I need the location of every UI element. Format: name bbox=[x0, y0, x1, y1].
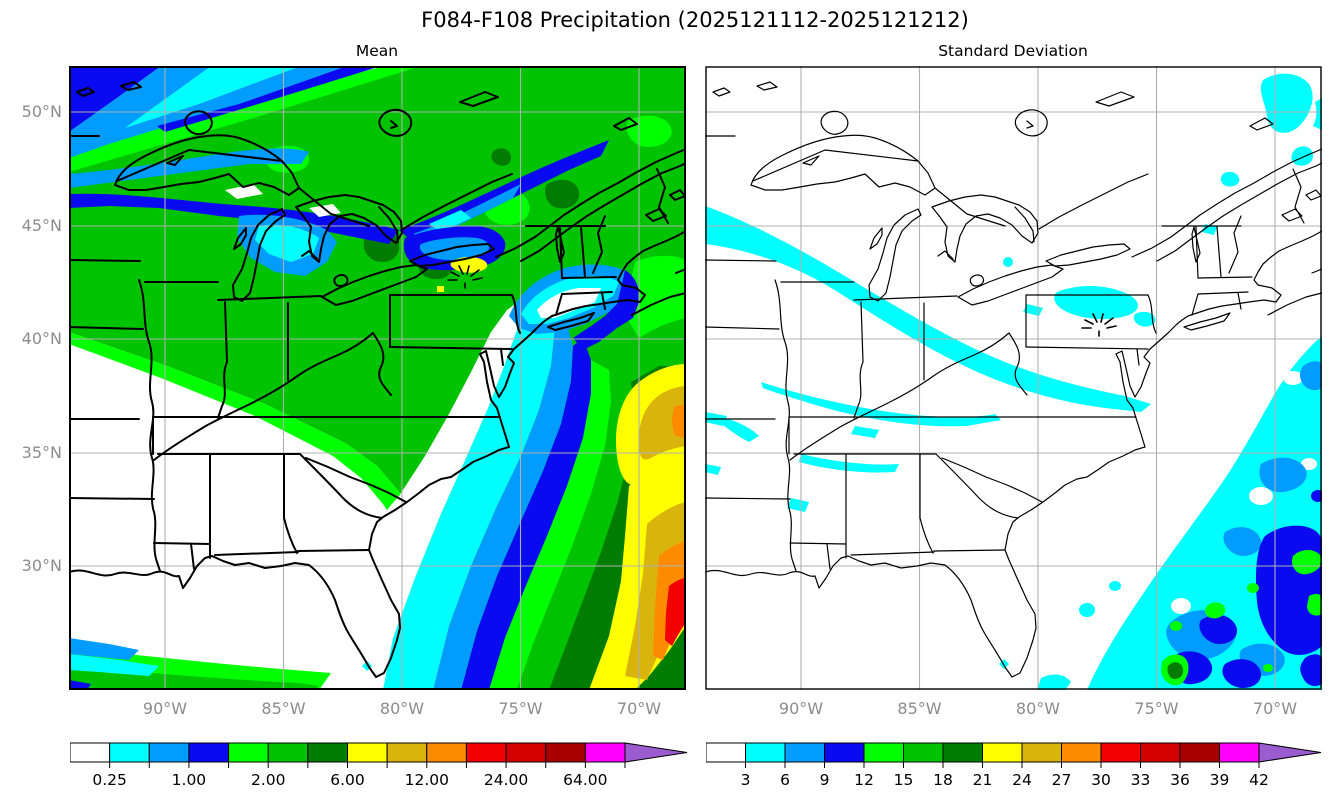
lat-tick-label: 40°N bbox=[21, 329, 62, 348]
lat-tick-label: 30°N bbox=[21, 556, 62, 575]
colorbar-tick-label: 6.00 bbox=[330, 771, 365, 789]
lon-tick-label: 80°W bbox=[1015, 699, 1061, 718]
colorbar-segment bbox=[505, 742, 547, 763]
colorbar-tick-label: 15 bbox=[894, 771, 914, 789]
lon-tick-label: 75°W bbox=[498, 699, 543, 718]
contour-starburst bbox=[1081, 313, 1117, 337]
lon-tick-label: 70°W bbox=[1252, 699, 1298, 718]
colorbar-overflow-arrow bbox=[1258, 742, 1322, 763]
lat-tick-label: 35°N bbox=[21, 443, 62, 462]
colorbar-segment bbox=[903, 742, 944, 763]
colorbar-segment bbox=[1179, 742, 1220, 763]
stddev-map bbox=[705, 66, 1322, 690]
colorbar-segment bbox=[465, 742, 507, 763]
colorbar-segment bbox=[1100, 742, 1141, 763]
colorbar-segment bbox=[863, 742, 904, 763]
stddev-map-frame bbox=[705, 66, 1322, 690]
colorbar-tick-label: 3 bbox=[741, 771, 751, 789]
colorbar-tick-label: 21 bbox=[973, 771, 993, 789]
colorbar-segment bbox=[188, 742, 230, 763]
colorbar-segment bbox=[1140, 742, 1181, 763]
colorbar-tick-label: 39 bbox=[1210, 771, 1230, 789]
stddev-fill-layer bbox=[705, 73, 1322, 690]
colorbar-segment bbox=[148, 742, 190, 763]
lon-tick-label: 90°W bbox=[778, 699, 824, 718]
colorbar-tick-label: 24.00 bbox=[484, 771, 528, 789]
colorbar-tick-label: 42 bbox=[1249, 771, 1269, 789]
colorbar-segment bbox=[307, 742, 349, 763]
colorbar-tick-label: 27 bbox=[1052, 771, 1072, 789]
colorbar-segment bbox=[706, 742, 746, 763]
colorbar-segment bbox=[982, 742, 1023, 763]
lon-tick-label: 80°W bbox=[379, 699, 425, 718]
colorbar-tick-label: 12.00 bbox=[405, 771, 449, 789]
colorbar-segment bbox=[386, 742, 428, 763]
panel-title-mean: Mean bbox=[355, 42, 399, 60]
colorbar-segment bbox=[228, 742, 269, 763]
lon-tick-label: 75°W bbox=[1134, 699, 1179, 718]
colorbar-segment bbox=[1061, 742, 1102, 763]
colorbar-tick-label: 0.25 bbox=[92, 771, 127, 789]
colorbar-segment bbox=[942, 742, 983, 763]
colorbar-tick-label: 30 bbox=[1091, 771, 1111, 789]
lon-tick-label: 85°W bbox=[261, 699, 306, 718]
colorbar-tick-label: 9 bbox=[820, 771, 830, 789]
colorbar-tick-label: 2.00 bbox=[251, 771, 286, 789]
colorbar-tick-label: 24 bbox=[1012, 771, 1032, 789]
colorbar-tick-label: 33 bbox=[1131, 771, 1151, 789]
panel-title-stddev: Standard Deviation bbox=[938, 42, 1088, 60]
colorbar-segment bbox=[745, 742, 786, 763]
colorbar-overflow-arrow bbox=[624, 742, 688, 763]
colorbar-tick-label: 36 bbox=[1170, 771, 1190, 789]
colorbar-tick-label: 1.00 bbox=[172, 771, 207, 789]
colorbar-segment bbox=[584, 742, 626, 763]
colorbar-segment bbox=[1219, 742, 1260, 763]
lon-tick-label: 90°W bbox=[142, 699, 188, 718]
colorbar-segment bbox=[426, 742, 467, 763]
contour-starburst bbox=[447, 265, 483, 289]
lon-tick-label: 85°W bbox=[897, 699, 942, 718]
colorbar-tick-label: 12 bbox=[854, 771, 874, 789]
colorbar-mean: 0.25 1.00 2.00 6.00 12.00 24.00 64.00 bbox=[70, 742, 688, 789]
mean-map-frame bbox=[69, 66, 686, 690]
colorbar-segment bbox=[545, 742, 586, 763]
mean-precip-fill-layer bbox=[69, 66, 686, 690]
colorbar-segment bbox=[784, 742, 825, 763]
colorbar-tick-label: 64.00 bbox=[563, 771, 607, 789]
lat-tick-label: 45°N bbox=[21, 216, 62, 235]
colorbar-segment bbox=[1021, 742, 1062, 763]
lon-tick-label: 70°W bbox=[616, 699, 662, 718]
mean-map bbox=[69, 66, 686, 690]
lat-tick-label: 50°N bbox=[21, 102, 62, 121]
colorbar-segment bbox=[347, 742, 388, 763]
figure-title: F084-F108 Precipitation (2025121112-2025… bbox=[421, 8, 969, 32]
colorbar-tick-label: 18 bbox=[933, 771, 953, 789]
colorbar-segment bbox=[267, 742, 309, 763]
colorbar-segment bbox=[109, 742, 150, 763]
colorbar-segment bbox=[824, 742, 865, 763]
colorbar-tick-label: 6 bbox=[780, 771, 790, 789]
colorbar-segment bbox=[70, 742, 111, 763]
colorbar-stddev: 3 6 9 12 15 18 21 24 27 30 33 36 39 42 bbox=[706, 742, 1322, 789]
